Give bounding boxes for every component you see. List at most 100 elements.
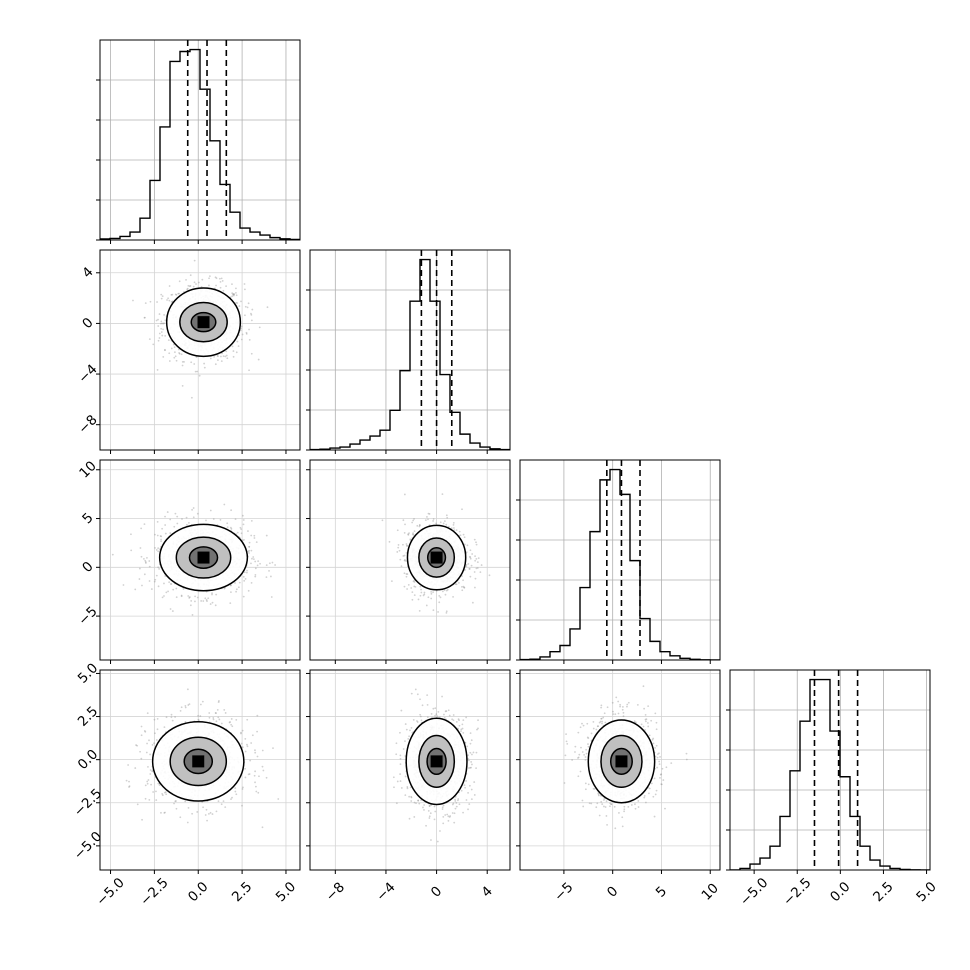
scatter-point: [243, 538, 245, 541]
scatter-point: [187, 704, 190, 706]
scatter-point: [251, 557, 253, 560]
scatter-point: [186, 523, 188, 526]
scatter-point: [155, 319, 158, 322]
contour-line: [426, 547, 447, 569]
scatter-point: [633, 720, 636, 723]
scatter-point: [653, 815, 656, 818]
scatter-point: [428, 513, 431, 515]
scatter-point: [248, 541, 251, 544]
scatter-point: [411, 533, 414, 536]
scatter-point: [617, 700, 620, 703]
scatter-point: [248, 773, 251, 775]
scatter-point: [428, 815, 431, 818]
scatter-point: [247, 530, 249, 532]
scatter-point: [208, 277, 210, 280]
scatter-point: [418, 525, 421, 528]
histogram-step: [520, 468, 720, 660]
scatter-point: [414, 688, 417, 691]
scatter-point: [246, 569, 248, 572]
scatter-point: [426, 716, 429, 719]
scatter-point: [406, 786, 409, 788]
scatter-point: [154, 533, 156, 536]
scatter-point: [187, 595, 190, 597]
scatter-point: [623, 808, 626, 811]
scatter-point: [458, 719, 460, 722]
scatter-point: [235, 287, 237, 290]
scatter-point: [160, 322, 162, 325]
scatter-point: [170, 713, 173, 716]
scatter-point: [160, 327, 163, 330]
scatter-point: [143, 729, 146, 732]
scatter-point: [244, 750, 247, 753]
scatter-point: [140, 555, 143, 558]
scatter-point: [443, 717, 446, 719]
scatter-point: [419, 698, 421, 701]
scatter-point: [241, 729, 244, 732]
scatter-point: [238, 305, 241, 307]
scatter-point: [224, 806, 227, 809]
scatter-point: [403, 554, 406, 557]
scatter-point: [465, 565, 468, 568]
scatter-point: [468, 568, 471, 570]
scatter-point: [157, 547, 160, 550]
scatter-point: [254, 749, 256, 752]
scatter-point: [158, 784, 161, 786]
scatter-point: [235, 291, 237, 294]
scatter-point: [410, 587, 413, 589]
scatter-point: [634, 803, 636, 806]
scatter-point: [248, 369, 250, 372]
scatter-point: [454, 798, 456, 801]
histogram-step: [100, 48, 300, 240]
scatter-point: [225, 354, 228, 357]
scatter-point: [140, 725, 143, 728]
density-core: [197, 316, 210, 329]
scatter-point: [643, 796, 646, 799]
scatter-point: [439, 521, 442, 524]
scatter-point: [405, 543, 408, 545]
scatter-point: [237, 345, 240, 347]
scatter-point: [265, 564, 268, 567]
scatter-point: [477, 557, 480, 560]
scatter-point: [144, 730, 147, 733]
scatter-point: [637, 806, 640, 808]
scatter-point: [163, 812, 166, 814]
scatter-point: [182, 588, 185, 590]
scatter-point: [153, 718, 156, 721]
scatter-point: [469, 575, 472, 578]
scatter-point: [229, 602, 232, 605]
panel-frame: [99, 459, 301, 661]
scatter-point: [419, 585, 422, 588]
scatter-point: [444, 593, 447, 596]
scatter-point: [418, 802, 421, 805]
scatter-point: [428, 805, 431, 807]
scatter-point: [430, 804, 433, 807]
scatter-point: [171, 719, 174, 722]
scatter-point: [475, 751, 478, 754]
scatter-point: [235, 590, 237, 593]
scatter-point: [433, 818, 436, 821]
scatter-point: [176, 515, 179, 518]
scatter-point: [606, 823, 608, 826]
scatter-point: [585, 752, 588, 755]
scatter-point: [467, 808, 469, 811]
scatter-point: [184, 706, 187, 709]
scatter-point: [400, 709, 403, 712]
scatter-point: [156, 718, 159, 720]
scatter-point: [654, 746, 656, 749]
scatter-point: [235, 588, 238, 591]
density-core: [430, 755, 443, 768]
scatter-point: [156, 534, 159, 537]
x-tick-label: −2.5: [137, 875, 171, 909]
scatter-point: [152, 791, 155, 793]
scatter-point: [654, 712, 657, 715]
scatter-point: [170, 583, 173, 585]
scatter-point: [436, 715, 439, 717]
scatter-point: [396, 780, 399, 783]
scatter-point: [254, 567, 257, 570]
scatter-point: [400, 787, 403, 789]
scatter-point: [128, 780, 130, 783]
scatter-point: [469, 751, 472, 754]
scatter-point: [128, 786, 130, 788]
scatter-point: [438, 601, 441, 604]
y-tick-label: −5: [75, 603, 100, 628]
